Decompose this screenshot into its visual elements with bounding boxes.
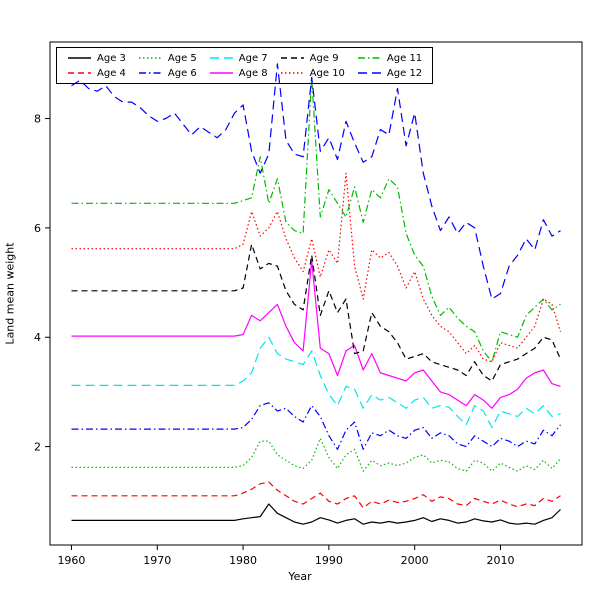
series-line-age-3 [71, 503, 561, 525]
legend-entry-age-11: Age 11 [357, 51, 422, 65]
y-tick-label: 6 [34, 222, 41, 235]
legend-line-sample [209, 72, 233, 74]
legend-entry-age-7: Age 7 [209, 51, 268, 65]
series-line-age-4 [71, 481, 561, 509]
legend-label: Age 6 [167, 67, 197, 79]
legend-line-sample [68, 72, 91, 74]
x-tick-label: 1970 [143, 554, 171, 567]
legend-label: Age 3 [97, 52, 126, 64]
series-line-age-6 [71, 402, 561, 450]
series-line-age-5 [71, 437, 561, 472]
legend-label: Age 4 [97, 67, 126, 79]
legend-label: Age 11 [386, 52, 423, 64]
y-axis-label: Land mean weight [3, 242, 17, 345]
legend-line-sample [68, 57, 91, 59]
plot-box [49, 41, 583, 546]
legend-line-sample [357, 57, 381, 59]
legend-line-sample [280, 57, 304, 59]
x-tick-label: 1990 [315, 554, 343, 567]
series-line-age-10 [71, 172, 562, 363]
legend-line-sample [138, 72, 162, 74]
series-line-age-11 [71, 76, 561, 363]
legend-entry-age-4: Age 4 [67, 66, 126, 80]
x-tick-label: 2010 [486, 554, 514, 567]
legend-line-sample [280, 72, 304, 74]
legend-entry-age-3: Age 3 [67, 51, 126, 65]
x-tick-label: 2000 [401, 554, 429, 567]
legend-entry-age-12: Age 12 [357, 66, 422, 80]
legend-label: Age 12 [386, 67, 423, 79]
legend-entry-age-6: Age 6 [138, 66, 197, 80]
legend-label: Age 7 [238, 52, 268, 64]
legend-line-sample [357, 72, 381, 74]
legend-label: Age 5 [167, 52, 197, 64]
y-tick-label: 4 [34, 331, 41, 344]
x-axis-label: Year [288, 570, 312, 583]
series-line-age-7 [71, 336, 561, 429]
y-tick-label: 2 [34, 441, 41, 454]
x-tick-label: 1960 [57, 554, 85, 567]
legend-line-sample [209, 57, 233, 59]
legend-entry-age-10: Age 10 [280, 66, 345, 80]
series-line-age-9 [71, 243, 562, 382]
legend-label: Age 10 [309, 67, 345, 79]
legend-line-sample [138, 57, 162, 59]
legend-label: Age 8 [238, 67, 268, 79]
y-tick-label: 8 [34, 113, 41, 126]
legend-entry-age-8: Age 8 [209, 66, 268, 80]
legend: Age 3 Age 4 Age 5 Age 6 Age 7 Age 8 Age 9 Age 1… [56, 47, 434, 84]
legend-entry-age-5: Age 5 [138, 51, 197, 65]
series-line-age-8 [71, 260, 561, 409]
legend-label: Age 9 [309, 52, 339, 64]
legend-entry-age-9: Age 9 [280, 51, 345, 65]
x-tick-label: 1980 [229, 554, 257, 567]
series-line-age-12 [71, 63, 561, 300]
